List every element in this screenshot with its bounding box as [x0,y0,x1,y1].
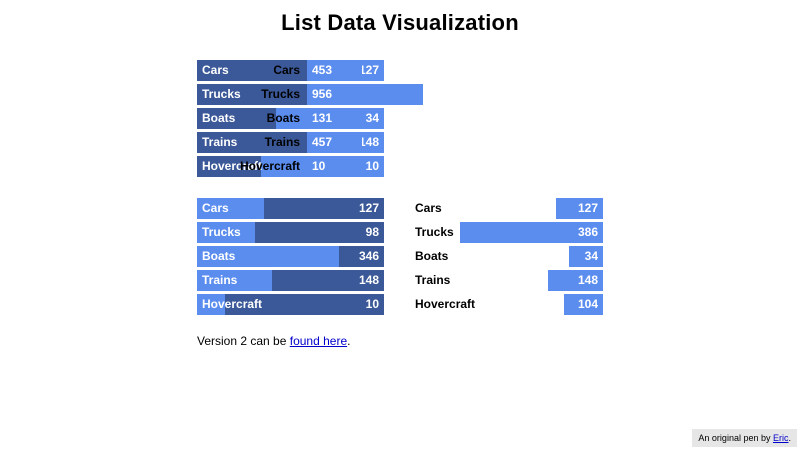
bar-value: 127 [358,63,379,77]
chart-d: Cars 127 Trucks 386 Boats 34 Trains 148 Hovercra… [415,198,603,318]
list-item: Trains 148 [197,270,384,291]
list-item: Boats 34 [197,108,384,129]
chart-c: Cars 127 Trucks 98 Boats 346 Trains 148 Hovercra… [197,198,384,318]
bar [197,156,261,177]
bar-label: Hovercraft [202,159,263,173]
bar-value: 148 [577,273,598,287]
list-item: Trucks 98 [197,222,384,243]
bar-label: Cars [202,201,229,215]
bar-value: 34 [584,249,598,263]
list-item: Cars 453 [0,60,440,81]
bar [564,294,603,315]
list-item: Trucks 386 [415,222,603,243]
bar-value: 131 [312,111,333,125]
bar-value: 148 [358,273,379,287]
bar [197,246,339,267]
bar-value: 10 [365,159,379,173]
bar [197,270,272,291]
list-item: Hovercraft 10 [197,156,384,177]
bar-track [197,294,384,315]
footnote-suffix: . [347,334,351,348]
bar-value: 34 [365,111,379,125]
bar-value: 104 [577,297,598,311]
bar [556,198,603,219]
footnote: Version 2 can be found here. [197,334,350,348]
page-title: List Data Visualization [281,10,519,35]
list-item: Cars 127 [197,198,384,219]
credit-prefix: An original pen by [698,433,773,443]
bar-label: Trucks [415,225,454,239]
list-item: Trains 457 [0,132,440,153]
list-item: Trains 148 [415,270,603,291]
list-item: Hovercraft 104 [415,294,603,315]
author-link[interactable]: Eric [772,433,789,443]
bar [197,222,255,243]
bar-value: 956 [312,87,333,101]
bar-value: 10 [365,297,379,311]
bar [307,132,362,153]
bar-value: 346 [358,249,379,263]
list-item: Trucks 956 [0,84,440,105]
bar-value: 148 [358,135,379,149]
bar-label: Boats [202,249,236,263]
bar [197,294,225,315]
footnote-prefix: Version 2 can be [197,334,290,348]
bar-value: 127 [358,201,379,215]
bar-label: Cars [273,63,300,77]
credit-suffix: . [788,433,791,443]
bar-label: Hovercraft [239,159,300,173]
bar [548,270,603,291]
bar [307,108,331,129]
bar-label: Trucks [261,87,300,101]
bar [307,84,423,105]
bar-value: 127 [577,201,598,215]
list-item: Hovercraft 10 [0,156,440,177]
chart-b: Cars 453 Trucks 956 Boats 131 Trains 457 Hovercr… [0,60,440,180]
credit-badge: An original pen by Eric. [692,429,797,447]
list-item: Boats 131 [0,108,440,129]
bar-label: Hovercraft [202,297,263,311]
bar-label: Boats [202,111,236,125]
bar-value: 453 [312,63,333,77]
bar [569,246,603,267]
bar [307,60,362,81]
bar-value: 386 [577,225,598,239]
list-item: Boats 346 [197,246,384,267]
bar [307,156,331,177]
bar [460,222,603,243]
bar-value: 457 [312,135,333,149]
bar-label: Trucks [202,87,241,101]
list-item: Cars 127 [415,198,603,219]
bar-label: Cars [415,201,442,215]
list-item: Boats 34 [415,246,603,267]
bar [197,60,334,81]
bar-label: Boats [266,111,300,125]
bar-value: 98 [365,225,379,239]
bar-label: Cars [202,63,229,77]
bar [197,198,264,219]
bar-label: Hovercraft [415,297,476,311]
bar-label: Boats [415,249,449,263]
bar-label: Trains [202,135,238,149]
bar-value: 10 [312,159,326,173]
bar-label: Trains [264,135,300,149]
bar [197,84,315,105]
bar [197,108,276,129]
list-item: Hovercraft 10 [197,294,384,315]
version-2-link[interactable]: found here [289,334,348,348]
bar-label: Trains [415,273,451,287]
bar-label: Trains [202,273,238,287]
bar-label: Trucks [202,225,241,239]
